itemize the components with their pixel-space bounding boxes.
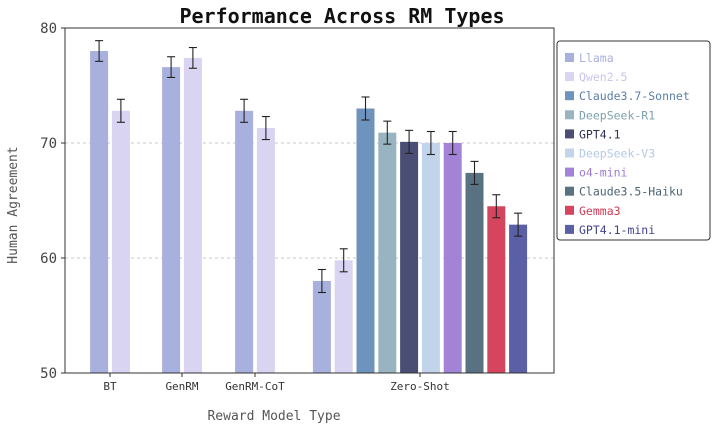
bar	[465, 172, 484, 373]
bar	[162, 67, 181, 373]
legend: Llama Qwen2.5 Claude3.7-Sonnet DeepSeek-R1 G…	[556, 40, 711, 241]
legend-swatch	[565, 205, 574, 215]
x-axis-label: Reward Model Type	[207, 409, 340, 424]
plot-frame	[64, 27, 555, 374]
y-tick-label: 50	[40, 366, 57, 382]
legend-swatch	[565, 167, 574, 177]
legend-label: DeepSeek-V3	[579, 147, 655, 161]
bar	[509, 224, 528, 373]
bar	[235, 110, 254, 374]
bar	[183, 57, 202, 374]
legend-swatch	[565, 53, 574, 62]
bar	[378, 132, 397, 373]
legend-label: Gemma3	[579, 204, 621, 218]
legend-label: GPT4.1	[579, 127, 621, 141]
bar	[312, 281, 331, 373]
y-tick-label: 70	[40, 136, 57, 152]
legend-swatch	[565, 129, 574, 139]
legend-label: Claude3.5-Haiku	[579, 185, 683, 199]
legend-swatch	[565, 224, 574, 234]
legend-swatch	[565, 91, 574, 101]
bar	[334, 260, 353, 373]
legend-label: Llama	[579, 51, 614, 65]
bar	[487, 206, 506, 373]
bar	[256, 128, 275, 373]
x-tick-label: BT	[103, 380, 117, 393]
legend-swatch	[565, 72, 574, 82]
bar	[421, 143, 440, 373]
legend-label: DeepSeek-R1	[579, 108, 655, 122]
axes	[64, 27, 555, 374]
bar	[443, 143, 462, 373]
bar	[356, 108, 375, 373]
bar	[111, 110, 130, 374]
legend-label: o4-mini	[579, 166, 628, 180]
y-ticks: 50 60 70 80	[40, 21, 65, 382]
y-tick-label: 60	[40, 251, 57, 267]
y-axis-label: Human Agreement	[6, 146, 21, 263]
bar	[90, 51, 109, 373]
bar	[400, 141, 419, 373]
legend-swatch	[565, 148, 574, 158]
bars	[90, 40, 528, 374]
x-ticks: BT GenRM GenRM-CoT Zero-Shot	[103, 373, 450, 393]
x-tick-label: GenRM	[165, 380, 198, 393]
legend-swatch	[565, 186, 574, 196]
x-tick-label: GenRM-CoT	[225, 380, 285, 393]
x-tick-label: Zero-Shot	[390, 380, 450, 393]
legend-label: Qwen2.5	[579, 70, 627, 84]
legend-label: GPT4.1-mini	[579, 223, 655, 237]
legend-box	[556, 40, 711, 241]
y-tick-label: 80	[40, 21, 57, 37]
chart-title: Performance Across RM Types	[179, 4, 504, 28]
legend-swatch	[565, 110, 574, 120]
legend-label: Claude3.7-Sonnet	[579, 89, 690, 103]
